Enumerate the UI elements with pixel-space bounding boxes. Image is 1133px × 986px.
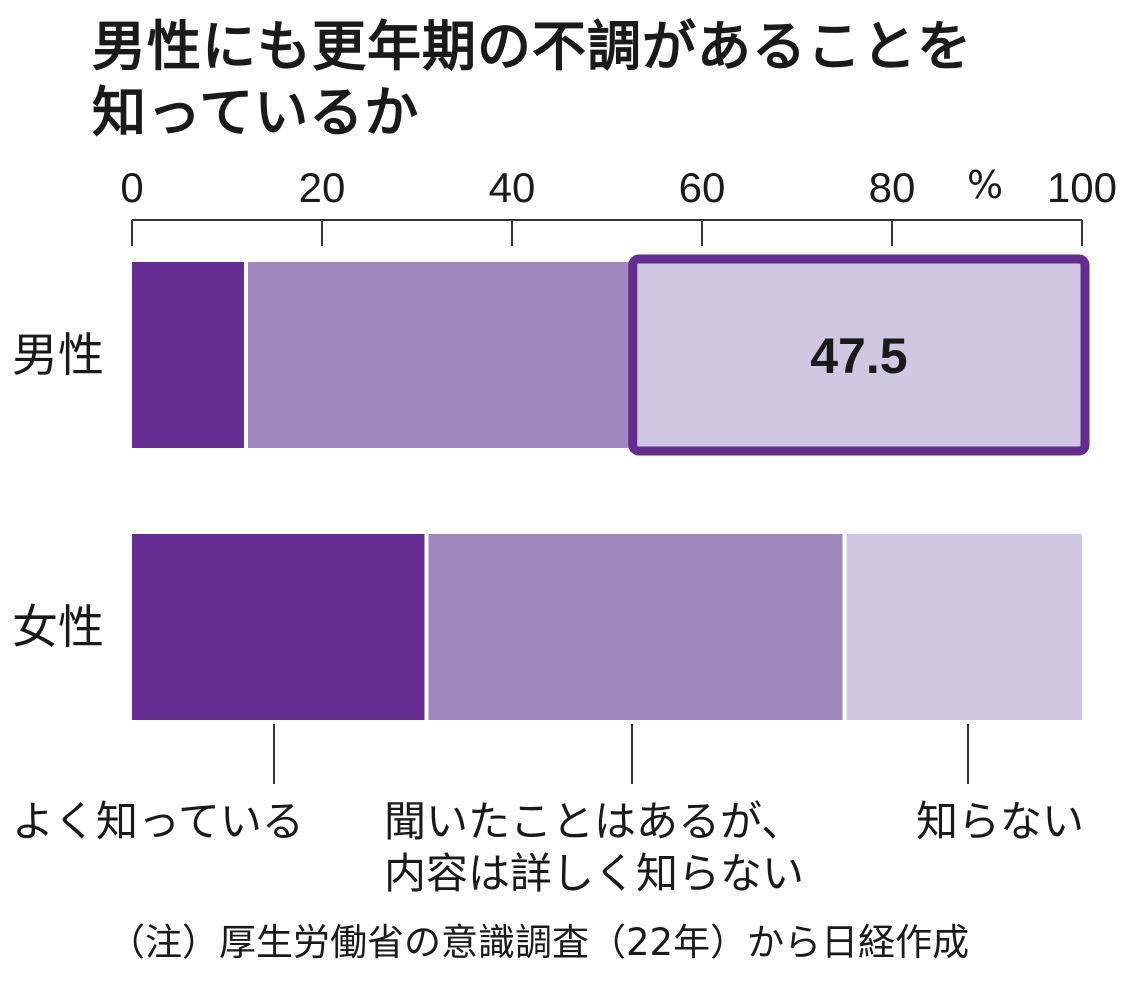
bar-segment	[632, 262, 1082, 448]
data-label: 47.5	[810, 328, 907, 384]
category-label: 女性	[12, 600, 104, 654]
category-label: 男性	[12, 328, 104, 382]
legend-label: 知らない	[916, 797, 1084, 846]
highlight-box	[628, 254, 1090, 456]
bar-segment	[132, 262, 244, 448]
bar-segment	[846, 534, 1082, 720]
x-tick-label: 0	[120, 164, 143, 211]
x-tick-label: 60	[679, 164, 726, 211]
bar-segment	[248, 262, 629, 448]
bar-segment	[428, 534, 843, 720]
chart-title-line-1: 男性にも更年期の不調があることを	[92, 15, 972, 78]
x-tick-label: 20	[299, 164, 346, 211]
x-axis-unit: %	[967, 163, 1003, 207]
x-tick-label: 100	[1047, 164, 1117, 211]
legend-label: 聞いたことはあるが、	[384, 797, 803, 846]
source-note: （注）厚生労働省の意識調査（22年）から日経作成	[108, 921, 970, 964]
x-tick-label: 40	[489, 164, 536, 211]
bar-segment	[132, 534, 425, 720]
legend-label: よく知っている	[12, 797, 304, 846]
x-tick-label: 80	[869, 164, 916, 211]
chart-title: 男性にも更年期の不調があることを 知っているか	[92, 14, 1092, 146]
chart-title-line-2: 知っているか	[92, 81, 420, 144]
legend-label: 内容は詳しく知らない	[384, 849, 804, 898]
